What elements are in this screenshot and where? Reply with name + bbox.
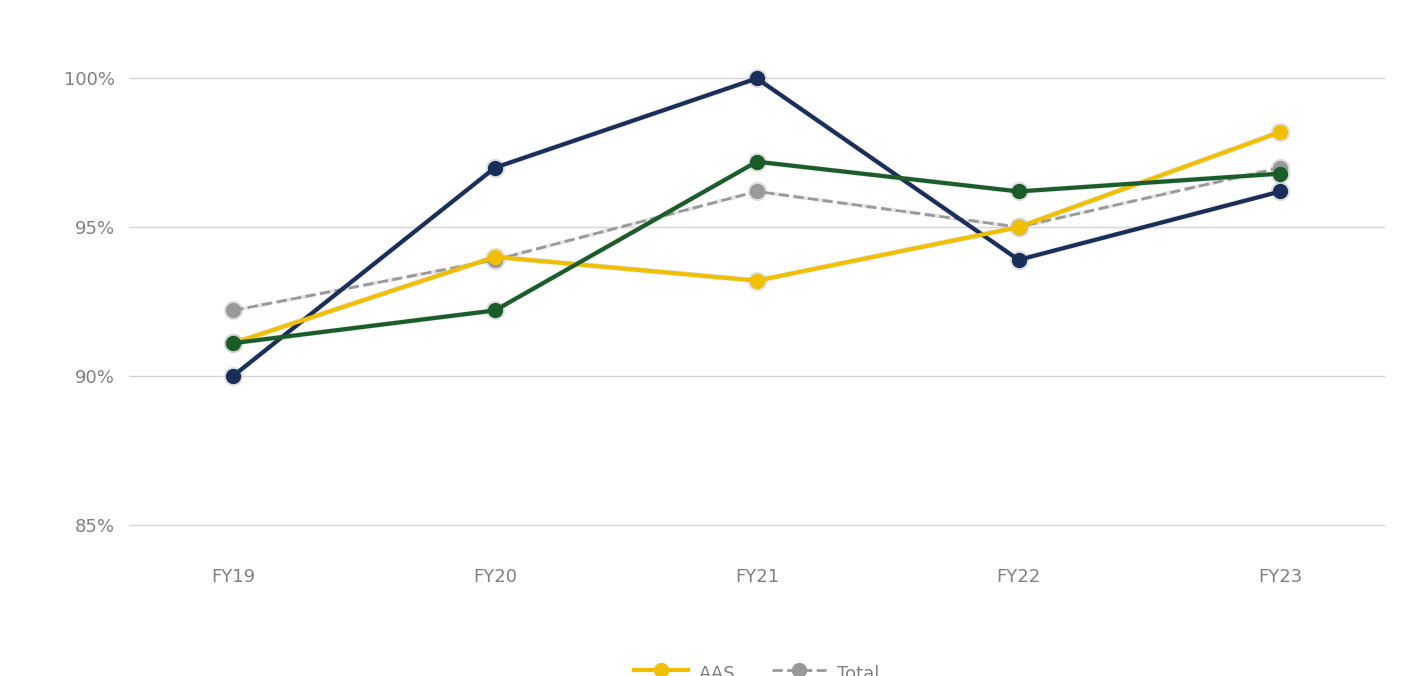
AA/AS/AFA: [1010, 256, 1027, 264]
Total: [487, 256, 504, 264]
Diploma/Certificate: [748, 158, 765, 166]
Diploma/Certificate: [1010, 187, 1027, 195]
AAS: [748, 276, 765, 285]
AAS: [1272, 128, 1289, 136]
Total: [1010, 223, 1027, 231]
AAS: [1010, 223, 1027, 231]
AA/AS/AFA: [487, 164, 504, 172]
Line: Total: Total: [226, 161, 1288, 317]
Diploma/Certificate: [1272, 170, 1289, 178]
Line: Diploma/Certificate: Diploma/Certificate: [226, 155, 1288, 350]
AA/AS/AFA: [1272, 187, 1289, 195]
AAS: [487, 253, 504, 261]
Diploma/Certificate: [487, 306, 504, 314]
AA/AS/AFA: [224, 372, 241, 380]
Total: [1272, 164, 1289, 172]
Line: AAS: AAS: [226, 125, 1288, 350]
Line: AA/AS/AFA: AA/AS/AFA: [226, 72, 1288, 383]
AAS: [224, 339, 241, 347]
Legend: AAS, Total: AAS, Total: [627, 654, 887, 676]
Total: [224, 306, 241, 314]
Total: [748, 187, 765, 195]
Diploma/Certificate: [224, 339, 241, 347]
AA/AS/AFA: [748, 74, 765, 82]
